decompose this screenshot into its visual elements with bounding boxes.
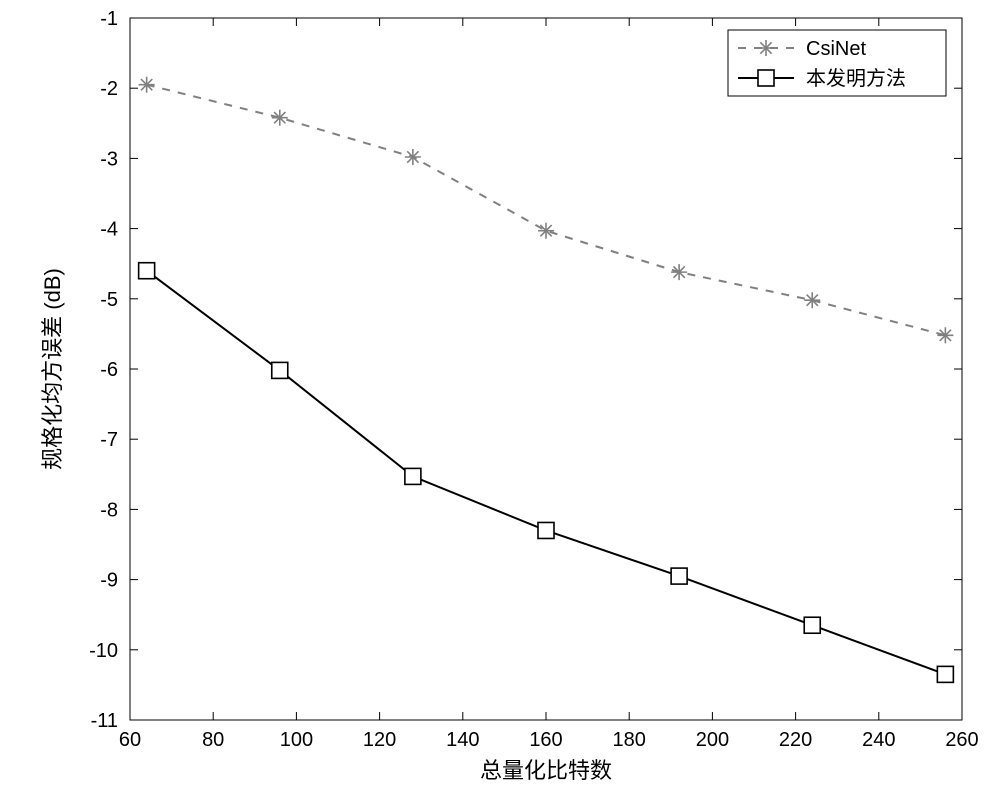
x-tick-label: 160 (529, 729, 562, 751)
square-marker (804, 617, 820, 633)
y-tick-label: -4 (100, 219, 118, 241)
y-tick-label: -8 (100, 499, 118, 521)
y-tick-label: -11 (91, 710, 118, 732)
x-tick-label: 140 (446, 729, 479, 751)
asterisk-marker (758, 40, 774, 56)
y-tick-label: -5 (100, 289, 118, 311)
y-tick-label: -3 (100, 148, 118, 170)
y-tick-label: -2 (100, 78, 118, 100)
legend-label: CsiNet (806, 38, 866, 60)
chart-container: 60 80 100 120 140 160 180 200 220 240 260 -11 -10 -9 -… (0, 0, 1000, 796)
series-line-0 (147, 85, 946, 336)
square-marker (405, 468, 421, 484)
y-tick-label: -1 (100, 8, 118, 30)
x-tick-label: 120 (363, 729, 396, 751)
x-tick-label: 200 (696, 729, 729, 751)
y-tick-label: -7 (100, 429, 118, 451)
x-tick-label: 260 (945, 729, 978, 751)
x-tick-label: 80 (202, 729, 224, 751)
x-axis-label: 总量化比特数 (480, 758, 612, 783)
x-tick-label: 240 (862, 729, 895, 751)
x-tick-label: 60 (119, 729, 141, 751)
square-marker (139, 263, 155, 279)
asterisk-marker (272, 110, 288, 126)
x-tick-label: 220 (779, 729, 812, 751)
series-line-1 (147, 271, 946, 675)
asterisk-marker (139, 77, 155, 93)
y-axis-label: 规格化均方误差 (dB) (40, 268, 65, 470)
legend-label: 本发明方法 (806, 67, 906, 90)
asterisk-marker (937, 327, 953, 343)
square-marker (671, 568, 687, 584)
asterisk-marker (804, 292, 820, 308)
plot-border (130, 18, 962, 720)
square-marker (272, 362, 288, 378)
y-tick-label: -9 (100, 570, 118, 592)
x-tick-label: 180 (613, 729, 646, 751)
line-chart: 60 80 100 120 140 160 180 200 220 240 260 -11 -10 -9 -… (0, 0, 1000, 796)
asterisk-marker (405, 149, 421, 165)
y-tick-label: -10 (89, 640, 118, 662)
square-marker (758, 70, 774, 86)
square-marker (937, 666, 953, 682)
asterisk-marker (671, 264, 687, 280)
asterisk-marker (538, 223, 554, 239)
square-marker (538, 522, 554, 538)
x-tick-label: 100 (280, 729, 313, 751)
y-tick-label: -6 (100, 359, 118, 381)
